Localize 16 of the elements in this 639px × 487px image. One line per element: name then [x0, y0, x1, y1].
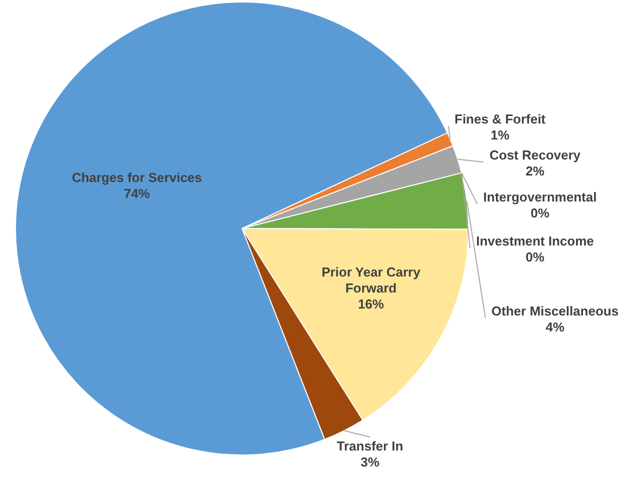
legend-label: Intergovernmental — [483, 190, 597, 205]
slice-label: Charges for Services — [72, 170, 202, 186]
data-label: 3% — [360, 454, 380, 470]
text: 0% — [526, 250, 544, 265]
data-label: 16% — [358, 296, 384, 312]
category-label: Investment Income — [476, 234, 594, 249]
slice-label: Transfer In — [336, 438, 404, 454]
data-label: 4% — [546, 320, 565, 335]
data-label: 74% — [124, 186, 150, 202]
text: 0% — [530, 206, 550, 221]
data-label: 2% — [526, 164, 545, 179]
slice-label: Fines & Forfeit — [454, 112, 546, 127]
slice-label: Prior Year Carry Forward — [322, 264, 422, 296]
data-label: 1% — [490, 128, 510, 143]
slice-label: Cost Recovery — [489, 148, 582, 163]
slice-label: Other Miscellaneous — [491, 304, 619, 319]
